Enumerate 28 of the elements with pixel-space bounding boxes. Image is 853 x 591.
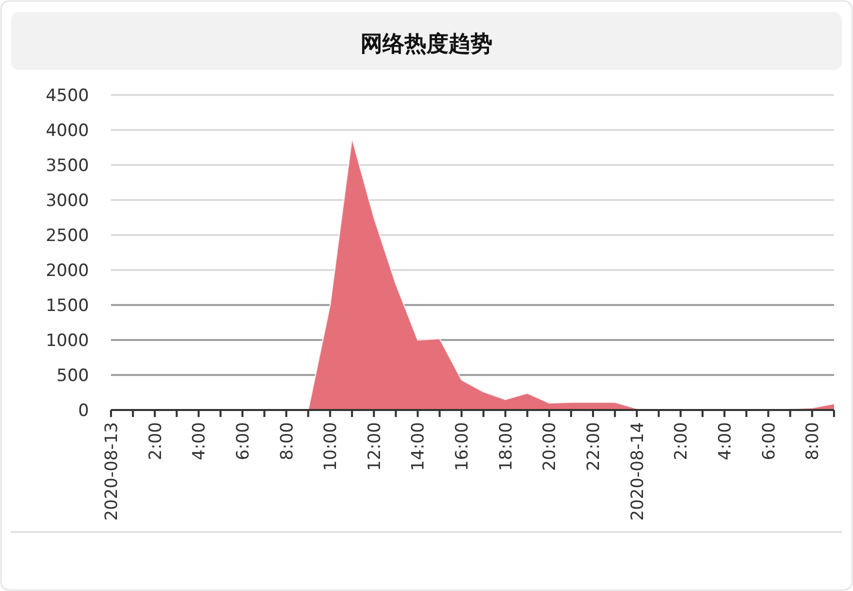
x-tick-label: 6:00	[233, 422, 254, 460]
x-tick-label: 14:00	[408, 422, 429, 471]
x-tick-label: 2:00	[146, 422, 166, 460]
x-tick-label: 22:00	[584, 422, 604, 471]
y-tick-label: 500	[56, 366, 89, 386]
x-tick-label: 2020-08-13	[102, 422, 122, 521]
x-tick-label: 20:00	[540, 422, 560, 471]
y-tick-label: 3500	[46, 156, 89, 176]
x-tick-label: 2020-08-14	[628, 422, 648, 521]
x-tick-label: 10:00	[321, 422, 342, 471]
y-tick-label: 1000	[46, 331, 89, 351]
x-tick-label: 8:00	[277, 422, 298, 460]
y-tick-label: 4000	[46, 121, 89, 141]
y-tick-label: 2500	[46, 226, 89, 246]
y-tick-label: 2000	[46, 261, 89, 281]
x-tick-label: 6:00	[759, 422, 780, 460]
x-tick-label: 12:00	[364, 422, 385, 471]
x-tick-label: 16:00	[452, 422, 473, 471]
chart-title: 网络热度趋势	[360, 31, 492, 57]
x-tick-label: 4:00	[190, 422, 210, 460]
x-tick-label: 18:00	[496, 422, 516, 471]
y-tick-label: 4500	[46, 86, 89, 106]
y-tick-label: 0	[78, 401, 89, 421]
x-tick-label: 2:00	[672, 422, 692, 460]
y-tick-label: 1500	[46, 296, 89, 316]
x-tick-label: 8:00	[803, 422, 824, 460]
x-tick-label: 4:00	[715, 422, 736, 460]
y-tick-label: 3000	[46, 191, 89, 211]
